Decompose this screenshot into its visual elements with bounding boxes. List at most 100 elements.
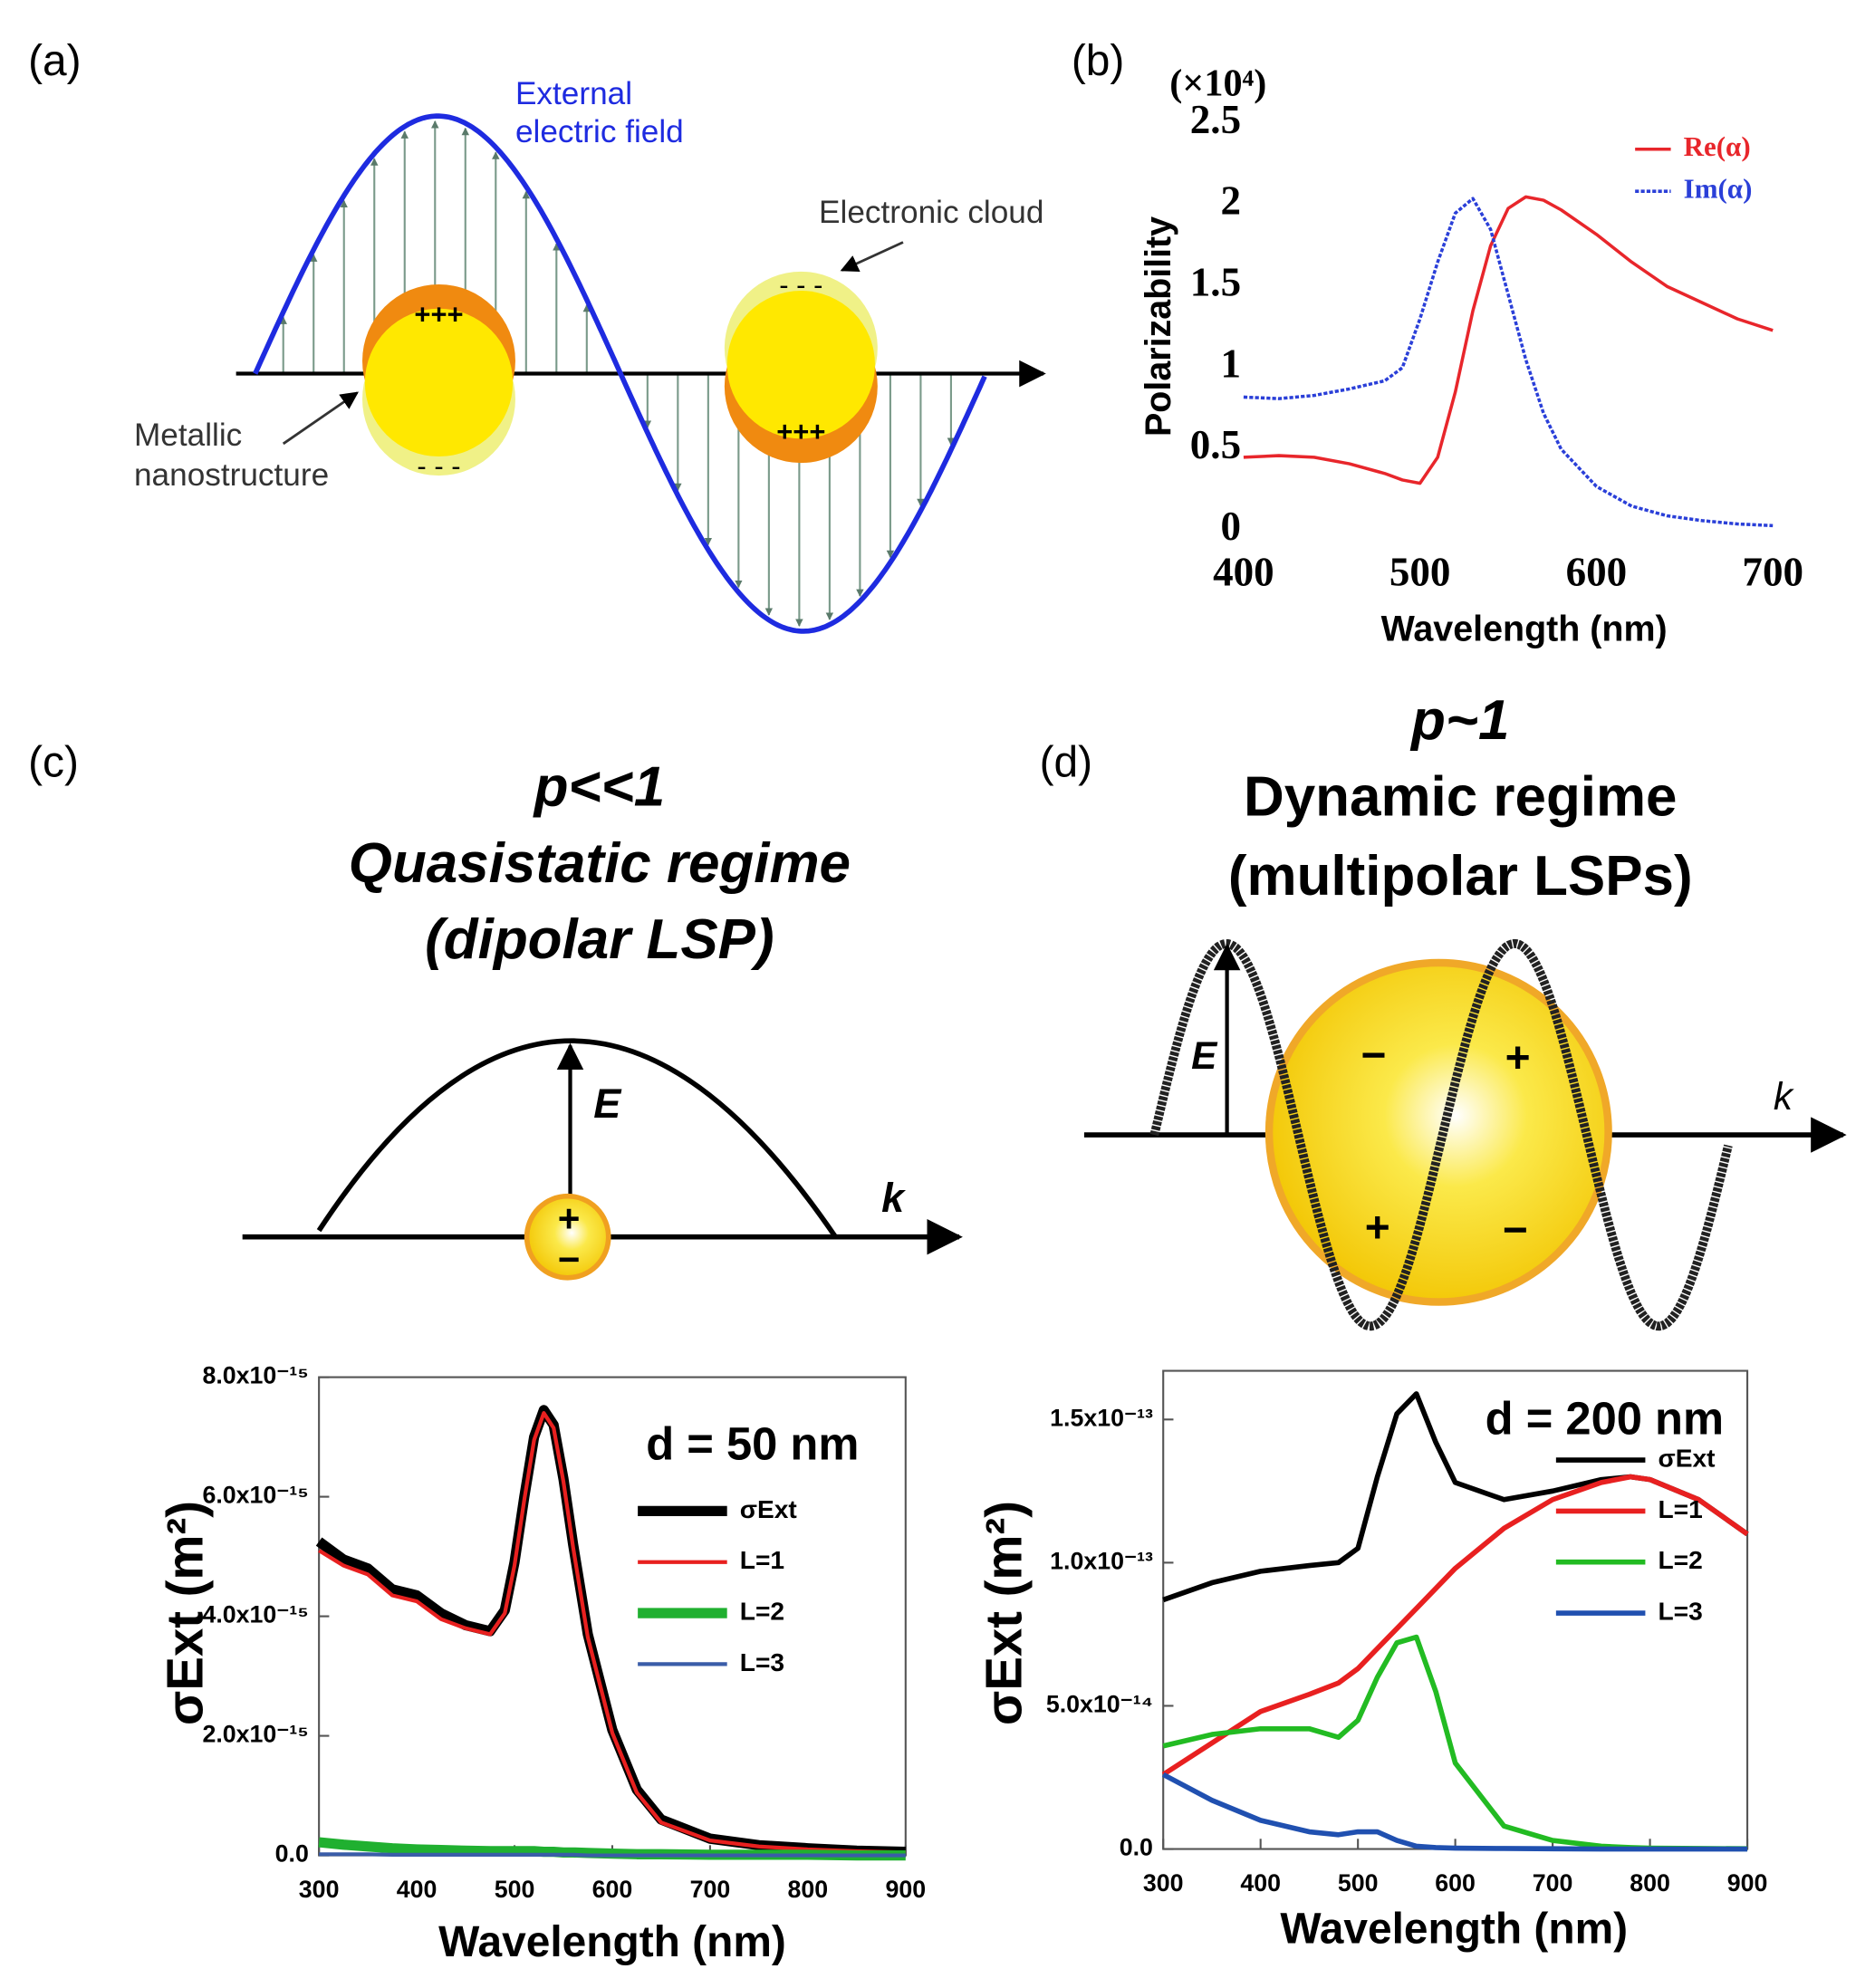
panel-c: (c) p<<1 Quasistatic regime (dipolar LSP… [28, 738, 963, 1281]
charge: + [1505, 1034, 1531, 1082]
label: electric field [515, 114, 684, 149]
y-tick-label: 0.0 [275, 1840, 309, 1868]
x-axis-label: Wavelength (nm) [438, 1918, 786, 1966]
series-line [1161, 1474, 1749, 1777]
x-tick-label: 400 [1240, 1869, 1281, 1897]
title: p~1 [1409, 689, 1509, 752]
legend-label: L=1 [740, 1546, 784, 1574]
series-line [1161, 1772, 1748, 1852]
y-tick-label: 2.0x10⁻¹⁵ [202, 1721, 308, 1748]
legend-label: σExt [740, 1495, 798, 1523]
legend-label: L=2 [740, 1597, 784, 1625]
panel-d: (d) p~1 Dynamic regime (multipolar LSPs)… [1040, 689, 1847, 1331]
label: External [515, 76, 632, 111]
wave [316, 1038, 838, 1239]
wave [253, 113, 987, 634]
annotation: d = 50 nm [646, 1417, 859, 1469]
y-tick-label: 4.0x10⁻¹⁵ [202, 1601, 308, 1628]
label: nanostructure [134, 457, 329, 493]
panel-a: (a) +++ - - - - - - +++ External electri… [28, 37, 1046, 634]
y-tick-label: 1.0x10⁻¹³ [1050, 1547, 1153, 1574]
x-tick-label: 700 [1742, 550, 1803, 595]
y-axis-label: σExt (m²) [156, 1501, 213, 1725]
series-line [319, 1852, 906, 1858]
series-line [318, 1411, 906, 1855]
charge: − [558, 1238, 581, 1281]
x-tick-label: 400 [1213, 550, 1274, 595]
y-tick-label: 8.0x10⁻¹⁵ [202, 1362, 308, 1389]
legend-label: L=1 [1658, 1495, 1702, 1523]
charge: +++ [414, 298, 463, 330]
charge: +++ [776, 416, 825, 447]
legend-label: L=3 [1658, 1597, 1702, 1625]
legend-label: σExt [1658, 1445, 1716, 1473]
chart: 300 400 500 600 700 800 900 0.0 5.0x10⁻¹⁴ 1.0x10⁻… [975, 1369, 1768, 1954]
y-tick-label: 1.5 [1190, 260, 1241, 305]
x-tick-label: 600 [1566, 550, 1628, 595]
x-tick-label: 900 [1727, 1869, 1768, 1897]
series-line [1243, 197, 1774, 528]
title: (dipolar LSP) [425, 908, 774, 971]
particle [726, 291, 876, 439]
charge: - - - [779, 269, 822, 301]
panel-label: (d) [1040, 738, 1093, 786]
y-tick-label: 5.0x10⁻¹⁴ [1046, 1691, 1153, 1718]
x-tick-label: 600 [592, 1876, 633, 1903]
annotation: d = 200 nm [1486, 1392, 1724, 1444]
x-tick-label: 800 [788, 1876, 829, 1903]
legend-label: Im(α) [1684, 172, 1753, 204]
particle [364, 308, 514, 457]
label: E [1191, 1034, 1218, 1077]
particle [524, 1193, 611, 1281]
y-tick-label: 0.5 [1190, 422, 1241, 467]
y-tick-label: 1.5x10⁻¹³ [1050, 1404, 1153, 1431]
y-axis-label: σExt (m²) [975, 1501, 1032, 1725]
x-tick-label: 300 [1143, 1869, 1184, 1897]
charge: − [1503, 1206, 1528, 1254]
label: Electronic cloud [819, 195, 1043, 230]
y-tick-label: 6.0x10⁻¹⁵ [202, 1482, 308, 1509]
charge: + [1365, 1204, 1390, 1252]
x-tick-label: 500 [1338, 1869, 1379, 1897]
label: Metallic [134, 418, 242, 453]
series-line [315, 1405, 906, 1858]
title: Quasistatic regime [349, 832, 851, 895]
wave [1149, 938, 1733, 1331]
charge: - - - [417, 450, 460, 482]
panel-label: (b) [1072, 37, 1125, 85]
charge: + [558, 1197, 581, 1240]
y-axis-label: Polarizability [1139, 216, 1178, 437]
x-tick-label: 300 [299, 1876, 340, 1903]
y-tick-label: 2 [1221, 178, 1242, 224]
x-axis-label: Wavelength (nm) [1280, 1906, 1628, 1954]
x-tick-label: 500 [495, 1876, 535, 1903]
x-tick-label: 500 [1389, 550, 1451, 595]
series-line [1243, 195, 1774, 485]
pointer [282, 391, 360, 446]
panel-label: (a) [28, 37, 82, 85]
legend-label: Re(α) [1684, 130, 1751, 162]
x-tick-label: 700 [690, 1876, 731, 1903]
x-tick-label: 900 [885, 1876, 926, 1903]
x-tick-label: 700 [1533, 1869, 1573, 1897]
axis-multiplier: (×10⁴) [1169, 62, 1266, 104]
x-tick-label: 600 [1435, 1869, 1476, 1897]
x-tick-label: 400 [397, 1876, 438, 1903]
x-tick-label: 800 [1630, 1869, 1670, 1897]
label: E [593, 1080, 622, 1127]
y-tick-label: 1 [1221, 341, 1242, 386]
charge: − [1361, 1032, 1387, 1080]
pointer [840, 241, 904, 273]
legend-label: L=3 [740, 1648, 784, 1676]
legend-label: L=2 [1658, 1546, 1702, 1574]
label: k [881, 1175, 906, 1221]
y-tick-label: 0.0 [1120, 1834, 1153, 1861]
label: k [1774, 1075, 1794, 1118]
chart: 400 500 600 700 0 0.5 1 1.5 2 2.5 Wavelength (nm) P… [1139, 62, 1803, 648]
title: Dynamic regime [1244, 766, 1678, 829]
chart: 300 400 500 600 700 800 900 0.0 2.0x10⁻¹⁵ 4.0x10⁻… [156, 1362, 926, 1966]
panel-label: (c) [28, 738, 79, 786]
y-tick-label: 2.5 [1190, 97, 1241, 142]
title: p<<1 [533, 755, 666, 818]
